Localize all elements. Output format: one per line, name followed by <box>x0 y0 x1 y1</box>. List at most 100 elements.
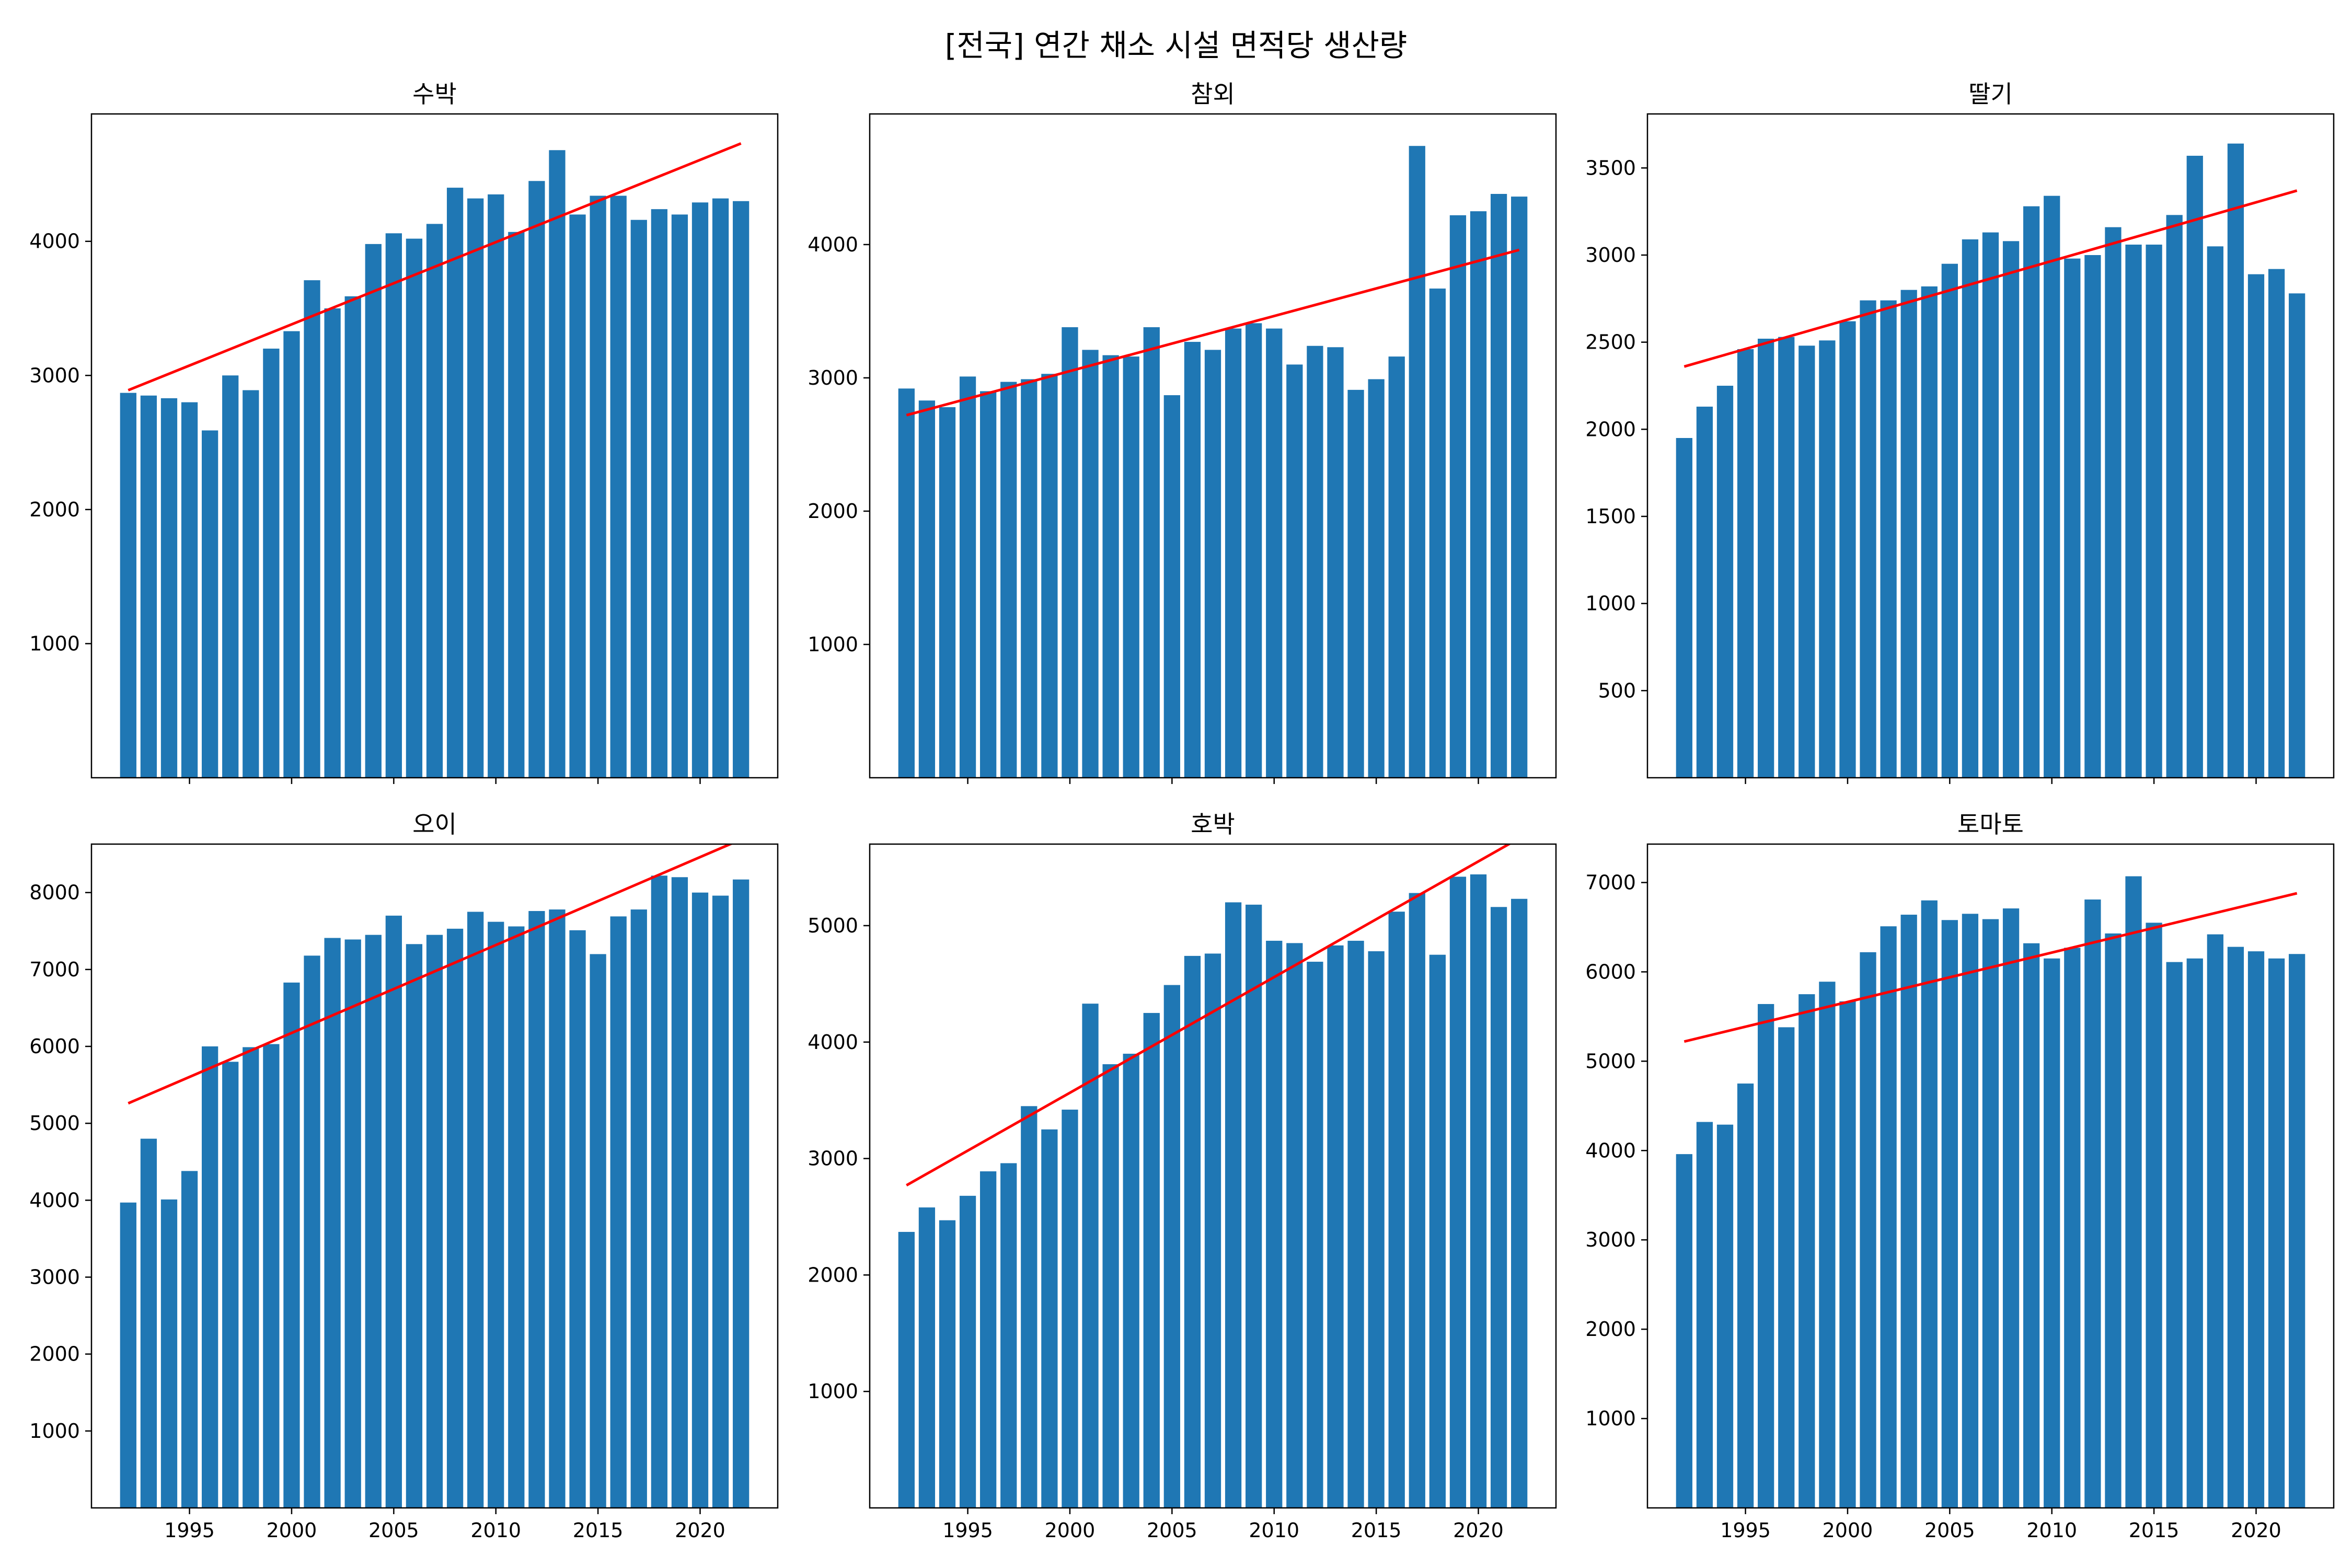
bar <box>1266 940 1283 1508</box>
y-tick-label: 1000 <box>1585 592 1636 615</box>
bar <box>1511 898 1528 1508</box>
bar <box>1082 350 1099 778</box>
bar <box>691 892 709 1508</box>
bar <box>1163 395 1180 778</box>
bar <box>1123 1054 1139 1508</box>
bar <box>304 280 320 778</box>
bar <box>898 388 915 778</box>
y-tick-label: 2500 <box>1585 331 1636 354</box>
x-tick-label: 2005 <box>1147 1519 1197 1542</box>
bar <box>1225 902 1242 1508</box>
bar <box>344 939 361 1508</box>
bar <box>610 195 627 778</box>
y-tick-label: 3000 <box>808 1147 858 1170</box>
y-tick-label: 7000 <box>29 958 80 981</box>
axes-frame <box>90 113 779 779</box>
bar <box>2064 258 2081 778</box>
bar <box>1021 379 1037 778</box>
bar <box>549 150 566 778</box>
y-tick-label: 7000 <box>1585 871 1636 894</box>
bar <box>1880 300 1897 778</box>
bar <box>2289 293 2305 778</box>
bar <box>918 1207 936 1508</box>
subplot-title: 토마토 <box>1957 810 2024 838</box>
bar <box>1204 350 1221 778</box>
bar <box>1982 232 1999 778</box>
bar <box>385 233 402 778</box>
bar <box>263 348 280 778</box>
bar <box>918 400 936 778</box>
bar <box>2023 943 2040 1508</box>
x-tick-label: 2005 <box>1924 1519 1975 1542</box>
bar <box>2044 958 2060 1508</box>
bar <box>120 1202 136 1508</box>
bar <box>1347 940 1364 1508</box>
bar <box>1921 286 1938 778</box>
bar <box>1062 327 1078 778</box>
bar <box>1143 1013 1160 1508</box>
bar <box>1246 323 1262 778</box>
x-tick-label: 2000 <box>1823 1519 1873 1542</box>
x-tick-label: 2005 <box>368 1519 419 1542</box>
subplot-5: 1000 2000 3000 4000 5000 1995 2000 2005 2010 2015… <box>808 810 1557 1542</box>
bar <box>1676 1154 1692 1508</box>
bar <box>1184 342 1201 778</box>
bar <box>630 220 647 778</box>
bar <box>1368 379 1385 778</box>
x-tick-label: 1995 <box>1720 1519 1771 1542</box>
bar <box>1246 904 1262 1508</box>
bar <box>2289 954 2305 1508</box>
bar <box>2105 227 2122 778</box>
subplot-2: 1000 2000 3000 4000 참외 <box>808 80 1557 784</box>
y-tick-label: 3000 <box>29 1266 80 1289</box>
bar <box>1286 943 1303 1508</box>
bar <box>528 181 545 778</box>
bar <box>1778 337 1795 778</box>
bar <box>549 909 566 1508</box>
x-tick-label: 2020 <box>2231 1519 2281 1542</box>
bar <box>243 390 259 778</box>
y-tick-label: 2000 <box>1585 1318 1636 1341</box>
y-tick-label: 4000 <box>808 233 858 256</box>
bar <box>712 895 729 1508</box>
bar <box>1819 340 1836 778</box>
y-tick-label: 2000 <box>29 1343 80 1366</box>
bar <box>1123 356 1139 778</box>
y-tick-label: 2000 <box>808 500 858 523</box>
bar <box>1388 912 1405 1508</box>
bar <box>569 930 586 1508</box>
bar <box>344 296 361 778</box>
axes-frame <box>869 843 1557 1509</box>
bar <box>1327 945 1344 1508</box>
bar <box>2084 255 2101 778</box>
bar <box>1696 1122 1713 1508</box>
subplot-3: 500 1000 1500 2000 2500 3000 3500 딸기 <box>1585 80 2335 784</box>
bar <box>243 1047 259 1508</box>
trend-line <box>1684 189 2298 368</box>
subplot-6: 1000 2000 3000 4000 5000 6000 7000 1995 2000 2005… <box>1585 810 2335 1542</box>
bar <box>1388 356 1405 778</box>
bar <box>508 232 525 778</box>
bar <box>1839 321 1856 778</box>
bar <box>1941 263 1958 778</box>
bar <box>2207 934 2223 1508</box>
y-tick-label: 3500 <box>1585 156 1636 179</box>
bar <box>2186 156 2203 778</box>
y-tick-label: 3000 <box>1585 1228 1636 1251</box>
bar <box>2268 958 2285 1508</box>
bar <box>1962 239 1979 778</box>
bar <box>2166 215 2183 778</box>
bar <box>1204 953 1221 1508</box>
y-tick-label: 3000 <box>29 364 80 387</box>
bar <box>304 955 320 1508</box>
bar <box>283 331 300 778</box>
bar <box>1000 1163 1017 1508</box>
y-tick-label: 4000 <box>1585 1139 1636 1162</box>
bar <box>1982 919 1999 1508</box>
bar <box>2105 933 2122 1508</box>
x-tick-label: 2015 <box>573 1519 624 1542</box>
bar <box>1900 290 1917 778</box>
bar <box>1490 907 1507 1508</box>
bar <box>2146 923 2162 1508</box>
